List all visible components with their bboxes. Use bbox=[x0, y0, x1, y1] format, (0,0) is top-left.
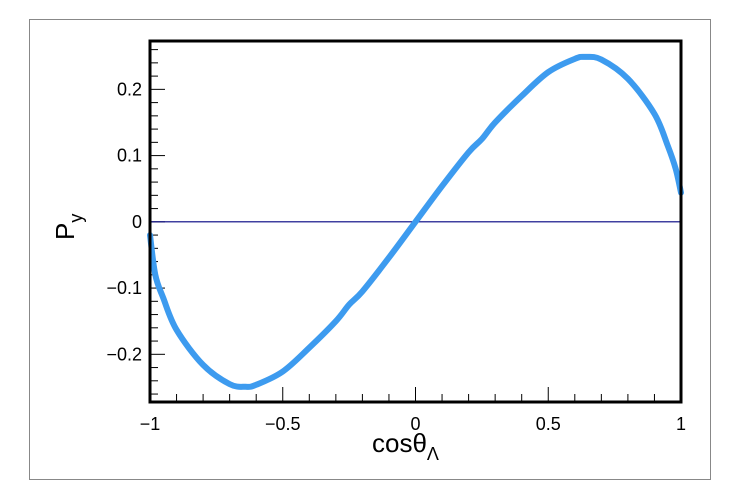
x-tick-label: −1 bbox=[140, 414, 161, 434]
y-axis-label-subscript: y bbox=[66, 214, 86, 223]
y-tick-label: −0.1 bbox=[106, 278, 142, 298]
y-axis-label: Py bbox=[50, 214, 86, 240]
x-tick-label: 0 bbox=[410, 414, 420, 434]
y-tick-label: 0 bbox=[132, 212, 142, 232]
y-tick-label: 0.2 bbox=[117, 79, 142, 99]
x-axis-label: cosθΛ bbox=[372, 428, 439, 464]
x-tick-label: 0.5 bbox=[536, 414, 561, 434]
series-curve bbox=[147, 53, 684, 390]
plot-frame bbox=[148, 39, 683, 404]
x-tick-label: 1 bbox=[676, 414, 686, 434]
y-tick-label: 0.1 bbox=[117, 146, 142, 166]
x-tick-label: −0.5 bbox=[265, 414, 301, 434]
canvas-border bbox=[29, 19, 711, 480]
x-axis-label-subscript: Λ bbox=[427, 444, 439, 464]
y-tick-label: −0.2 bbox=[106, 344, 142, 364]
